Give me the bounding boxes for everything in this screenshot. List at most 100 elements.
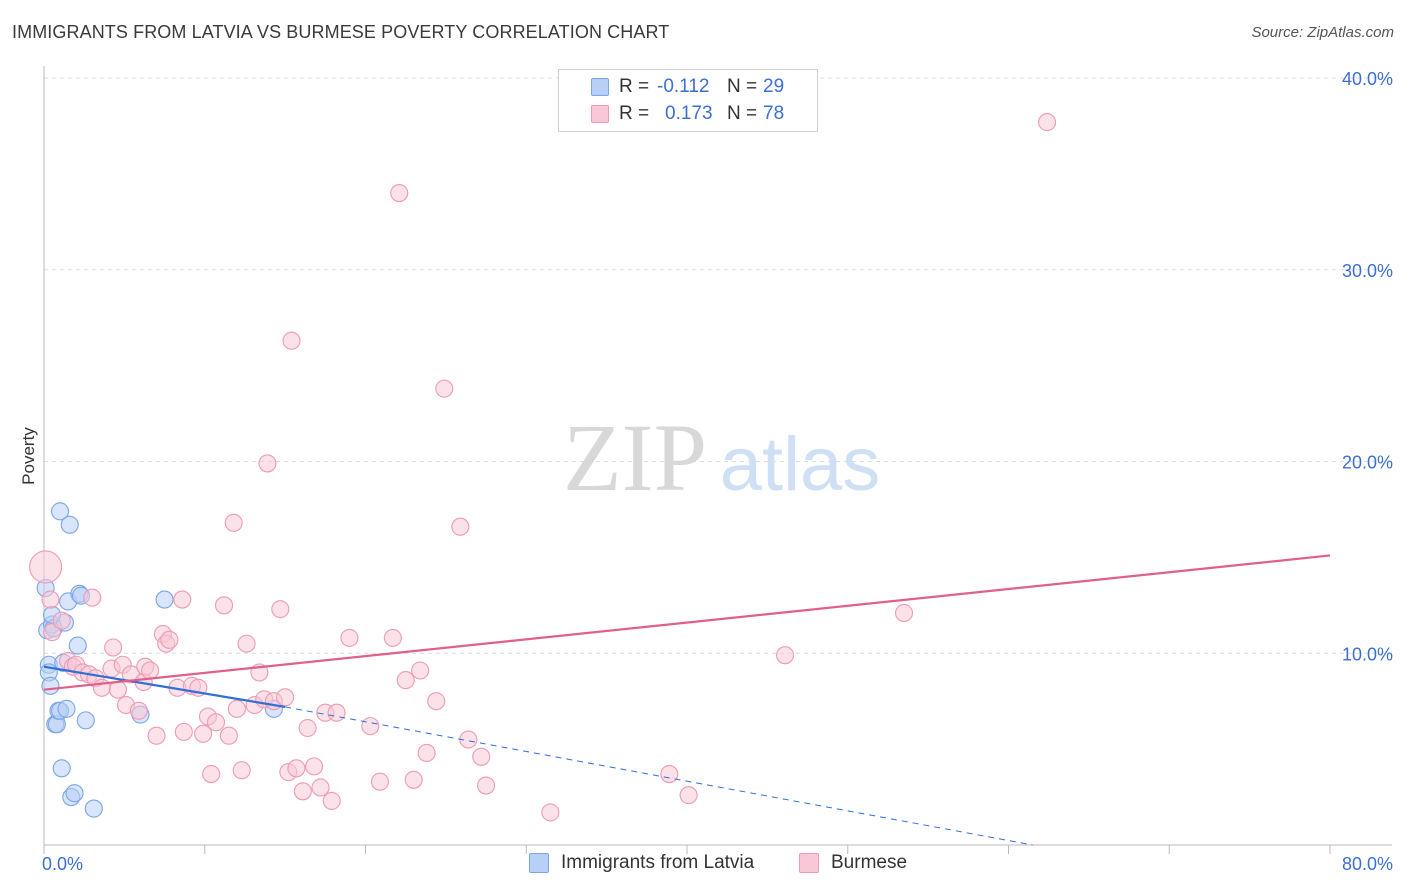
data-point-burmese (237, 634, 256, 653)
data-point-latvia (84, 799, 103, 818)
data-point-latvia (76, 711, 95, 730)
legend-r-value: 0.173 (665, 103, 713, 124)
data-point-burmese (104, 638, 123, 657)
data-point-burmese (1038, 113, 1057, 132)
data-point-burmese (227, 699, 246, 718)
data-point-burmese (219, 726, 238, 745)
legend-label-latvia: Immigrants from Latvia (561, 852, 755, 873)
axes-layer (43, 66, 1392, 854)
grid-layer (44, 77, 1392, 654)
data-point-latvia (52, 759, 71, 778)
data-point-latvia (68, 636, 87, 655)
data-point-burmese (147, 726, 166, 745)
data-point-burmese (427, 692, 446, 711)
trend-layer (43, 554, 1331, 846)
data-point-burmese (276, 688, 295, 707)
correlation-legend: R = -0.112 N = 29 R = 0.173 N = 78 (558, 69, 818, 132)
data-point-burmese (298, 718, 317, 738)
data-point-burmese (41, 590, 60, 609)
legend-swatch-burmese (799, 853, 819, 873)
legend-r-label: R = (619, 76, 650, 97)
data-point-burmese (83, 588, 102, 607)
data-point-burmese (174, 722, 193, 741)
data-point-burmese (361, 717, 380, 736)
data-point-burmese (894, 603, 914, 623)
legend-row-latvia: R = -0.112 N = 29 (591, 74, 785, 100)
data-point-burmese (173, 590, 192, 609)
trend-line-burmese (43, 554, 1331, 691)
legend-r-label: R = (619, 103, 650, 124)
watermark-atlas: atlas (720, 422, 881, 507)
data-point-latvia (57, 699, 76, 718)
data-point-burmese (776, 646, 795, 665)
data-point-burmese (305, 757, 324, 776)
legend-r-value: -0.112 (657, 76, 710, 97)
watermark-zip: ZIP (563, 404, 707, 511)
data-point-latvia (41, 676, 60, 695)
legend-label-burmese: Burmese (831, 852, 908, 873)
source-label: Source: ZipAtlas.com (1251, 24, 1394, 41)
watermark: ZIP atlas (563, 404, 880, 511)
data-point-burmese (411, 661, 430, 680)
data-point-burmese (451, 517, 470, 536)
legend-row-burmese: R = 0.173 N = 78 (591, 101, 785, 127)
data-point-burmese (287, 759, 306, 778)
data-point-burmese (108, 680, 127, 699)
y-tick-label: 20.0% (1342, 453, 1393, 473)
data-point-burmese (202, 765, 221, 784)
data-point-burmese (282, 331, 301, 350)
data-point-burmese (271, 600, 290, 619)
trend-line-latvia (43, 665, 286, 709)
data-point-burmese (660, 765, 679, 784)
legend-n-value: 78 (763, 103, 785, 124)
data-point-burmese (206, 713, 226, 732)
legend-swatch-burmese (591, 105, 609, 123)
x-tick-label: 0.0% (42, 854, 83, 874)
legend-swatch-latvia (529, 853, 549, 873)
data-point-burmese (390, 184, 409, 203)
legend-n-value: 29 (763, 76, 785, 97)
points-layer (29, 113, 1057, 822)
data-point-burmese (141, 661, 160, 680)
data-point-burmese (472, 747, 491, 766)
legend-swatch-latvia (591, 78, 609, 96)
y-tick-label: 10.0% (1342, 644, 1393, 664)
data-point-burmese (435, 379, 454, 398)
data-point-burmese (370, 772, 390, 791)
data-point-burmese (396, 671, 415, 690)
y-tick-label: 30.0% (1342, 261, 1393, 281)
trend-extension-latvia (285, 706, 1033, 846)
legend-n-label: N = (727, 76, 758, 97)
data-point-burmese (541, 803, 560, 822)
data-point-burmese (29, 550, 63, 584)
legend-item-burmese[interactable]: Burmese (799, 852, 907, 874)
data-point-burmese (340, 628, 359, 647)
data-point-burmese (322, 791, 341, 810)
data-point-burmese (293, 782, 312, 801)
data-point-burmese (224, 513, 243, 532)
labels-layer: 10.0% 20.0% 30.0% 40.0% 0.0% 80.0% (42, 69, 1393, 874)
data-point-burmese (194, 724, 213, 743)
legend-item-latvia[interactable]: Immigrants from Latvia (529, 852, 754, 874)
data-point-burmese (679, 786, 698, 805)
x-tick-label: 80.0% (1342, 854, 1393, 874)
data-point-burmese (232, 761, 251, 780)
data-point-burmese (383, 628, 402, 647)
chart-title: IMMIGRANTS FROM LATVIA VS BURMESE POVERT… (12, 22, 670, 42)
data-point-burmese (160, 630, 179, 649)
series-legend: Immigrants from Latvia Burmese (0, 852, 1406, 878)
legend-n-label: N = (727, 103, 758, 124)
data-point-burmese (327, 703, 346, 722)
data-point-burmese (258, 454, 277, 473)
data-point-burmese (417, 743, 436, 763)
data-point-burmese (129, 701, 148, 720)
y-tick-label: 40.0% (1342, 69, 1393, 89)
data-point-burmese (404, 770, 423, 789)
data-point-burmese (311, 778, 330, 797)
y-axis-label: Poverty (19, 427, 38, 485)
data-point-burmese (52, 611, 71, 630)
data-point-latvia (65, 784, 84, 803)
data-point-latvia (155, 590, 174, 609)
data-point-latvia (51, 502, 70, 521)
